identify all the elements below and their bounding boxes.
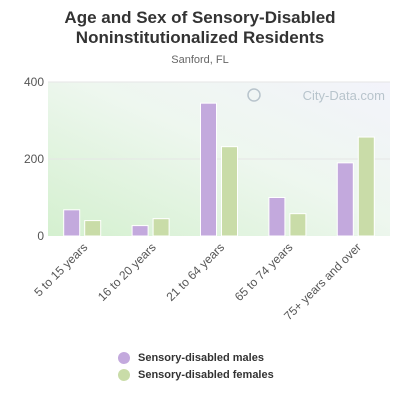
legend-label-males: Sensory-disabled males [138,352,264,364]
x-tick-label: 5 to 15 years [31,240,90,299]
bar-females [357,136,375,237]
x-tick-label: 65 to 74 years [232,240,296,304]
y-tick-label: 200 [24,152,44,166]
bar-males [131,225,149,237]
bar-females [152,218,170,237]
bar-females [289,213,307,237]
bar-males [268,197,286,237]
legend-item-males: Sensory-disabled males [118,350,274,366]
legend-item-females: Sensory-disabled females [118,367,274,383]
bar-males [336,162,354,237]
legend-label-females: Sensory-disabled females [138,369,274,381]
x-tick-label: 75+ years and over [281,240,364,323]
legend: Sensory-disabled males Sensory-disabled … [118,350,274,384]
chart-subtitle: Sanford, FL [171,54,229,66]
watermark-text: City-Data.com [303,88,385,103]
legend-swatch-females [118,369,130,381]
legend-swatch-males [118,352,130,364]
bar-males [200,102,217,237]
chart-title-line2: Noninstitutionalized Residents [75,28,325,47]
watermark-icon [247,88,261,102]
bar-females [84,220,102,237]
y-tick-label: 400 [24,75,44,89]
x-tick-label: 16 to 20 years [95,240,159,304]
bar-females [221,146,238,237]
chart-title-line1: Age and Sex of Sensory-Disabled [64,8,336,27]
chart-title: Age and Sex of Sensory-Disabled Noninsti… [0,8,400,48]
y-tick-label: 0 [37,229,44,243]
x-tick-label: 21 to 64 years [163,240,227,304]
bar-males [63,209,81,237]
